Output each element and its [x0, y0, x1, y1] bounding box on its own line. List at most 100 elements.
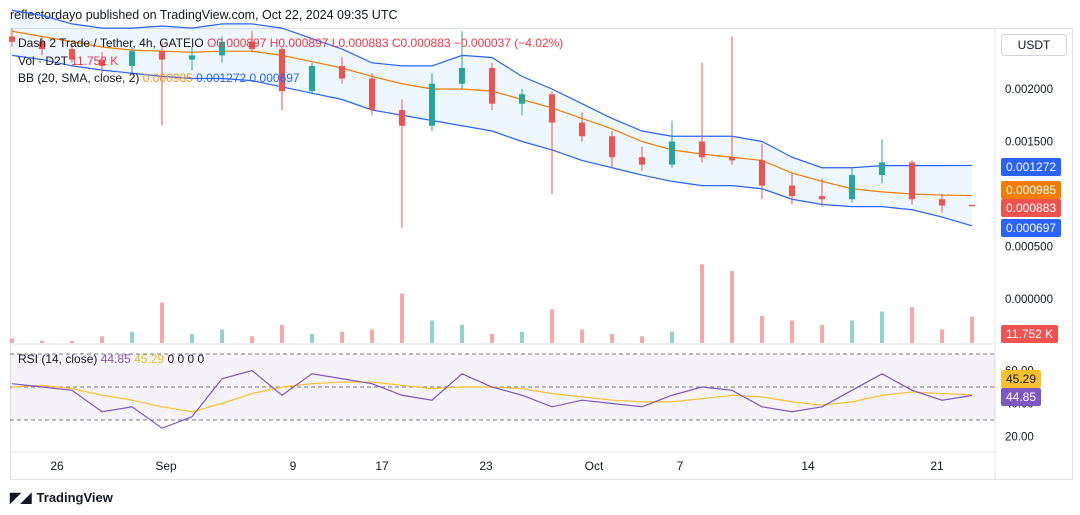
bb-lower-price-tag: 0.000697 — [1001, 219, 1062, 237]
time-axis-label: 21 — [930, 459, 944, 473]
candle-body — [819, 196, 825, 200]
volume-bar — [520, 331, 524, 343]
price-axis-label: 0.002000 — [1005, 84, 1053, 96]
legend-volume-label: Vol · D2T — [18, 54, 68, 68]
candle-body — [699, 141, 705, 158]
legend-bb-basis: 0.000985 — [142, 71, 193, 85]
legend-ohlc: O0.000897 H0.000897 L0.000883 C0.000883 … — [207, 36, 564, 50]
legend-rsi-value: 44.85 — [100, 352, 131, 366]
volume-bar — [100, 336, 104, 343]
volume-bar — [790, 320, 794, 343]
volume-bar — [640, 336, 644, 343]
volume-bar — [580, 329, 584, 343]
volume-bar — [730, 271, 734, 343]
legend-symbol: Dash 2 Trade / Tether, 4h, GATEIO — [18, 36, 204, 50]
legend-rsi-label: RSI (14, close) — [18, 352, 98, 366]
candle-body — [969, 204, 975, 207]
candle-body — [249, 41, 255, 50]
bb-band-fill — [12, 10, 972, 226]
volume-bar — [820, 325, 824, 343]
price-axis-label: 0.000500 — [1005, 242, 1053, 254]
chart-frame — [10, 28, 1073, 480]
candle-body — [519, 94, 525, 104]
time-axis-label: 26 — [50, 459, 64, 473]
bb-basis-price-tag: 0.000985 — [1001, 181, 1062, 199]
legend-bb-upper: 0.001272 — [196, 71, 247, 85]
bb-upper-price-tag: 0.001272 — [1001, 158, 1062, 176]
legend-bb-row: BB (20, SMA, close, 2) 0.000985 0.001272… — [18, 71, 300, 85]
price-axis-label: 0.001500 — [1005, 137, 1053, 149]
tradingview-logo-icon: ◤◢ — [10, 489, 32, 505]
time-axis-label: 9 — [290, 459, 297, 473]
time-axis-label: 7 — [677, 459, 684, 473]
candle-body — [909, 162, 915, 200]
candle-body — [489, 68, 495, 104]
candle-body — [579, 122, 585, 137]
legend-bb-label: BB (20, SMA, close, 2) — [18, 71, 140, 85]
candle-body — [849, 175, 855, 200]
volume-bar — [280, 325, 284, 343]
candle-body — [339, 65, 345, 79]
rsi-ma-tag: 45.29 — [1001, 370, 1042, 388]
legend-rsi-row: RSI (14, close) 44.85 45.29 0 0 0 0 — [18, 352, 204, 366]
time-axis-label: 17 — [375, 459, 389, 473]
candle-body — [309, 65, 315, 92]
volume-bar — [910, 307, 914, 343]
volume-bar — [220, 329, 224, 343]
volume-bar — [250, 336, 254, 343]
legend-volume-value: 11.752 K — [71, 54, 119, 68]
time-axis-label: Sep — [155, 459, 177, 473]
volume-bar — [370, 329, 374, 343]
volume-bar — [550, 309, 554, 343]
volume-bar — [310, 334, 314, 343]
volume-bar — [460, 325, 464, 343]
candle-body — [639, 157, 645, 165]
volume-price-tag: 11.752 K — [1001, 325, 1059, 343]
volume-bar — [760, 316, 764, 343]
volume-bar — [130, 331, 134, 343]
volume-bar — [10, 338, 14, 343]
candle-body — [69, 49, 75, 60]
legend-rsi-ma: 45.29 — [134, 352, 165, 366]
volume-bar — [40, 340, 44, 343]
volume-bar — [610, 334, 614, 343]
volume-bar — [490, 334, 494, 343]
candle-body — [9, 36, 15, 42]
volume-bar — [160, 302, 164, 343]
volume-bar — [430, 320, 434, 343]
candle-body — [429, 83, 435, 126]
legend-rsi-extra: 0 0 0 0 — [167, 352, 205, 366]
time-axis-label: Oct — [585, 459, 604, 473]
close-price-tag: 0.000883 — [1001, 199, 1062, 217]
volume-bar — [670, 331, 674, 343]
candle-body — [459, 68, 465, 84]
candle-body — [99, 59, 105, 66]
volume-bar — [70, 340, 74, 343]
tradingview-logo[interactable]: ◤◢ TradingView — [10, 489, 113, 506]
candle-body — [789, 185, 795, 197]
candle-body — [939, 199, 945, 206]
candle-body — [609, 136, 615, 158]
currency-button[interactable]: USDT — [1001, 34, 1067, 56]
candle-body — [129, 51, 135, 66]
volume-bar — [880, 311, 884, 343]
candle-body — [279, 49, 285, 92]
time-axis-label: 14 — [801, 459, 815, 473]
candle-body — [729, 157, 735, 161]
candle-body — [399, 110, 405, 126]
candle-body — [189, 55, 195, 60]
bb-lower-line — [11, 54, 973, 227]
candle-body — [879, 162, 885, 176]
price-axis-label: 0.000000 — [1005, 294, 1053, 306]
candle-body — [39, 41, 45, 50]
tradingview-brand: TradingView — [36, 490, 113, 505]
volume-bar — [700, 264, 704, 343]
candle-body — [759, 160, 765, 186]
candle-body — [549, 94, 555, 123]
volume-bar — [850, 320, 854, 343]
candle-body — [219, 41, 225, 56]
time-axis-label: 23 — [479, 459, 493, 473]
rsi-axis-label: 20.00 — [1005, 432, 1034, 444]
volume-bar — [940, 329, 944, 343]
